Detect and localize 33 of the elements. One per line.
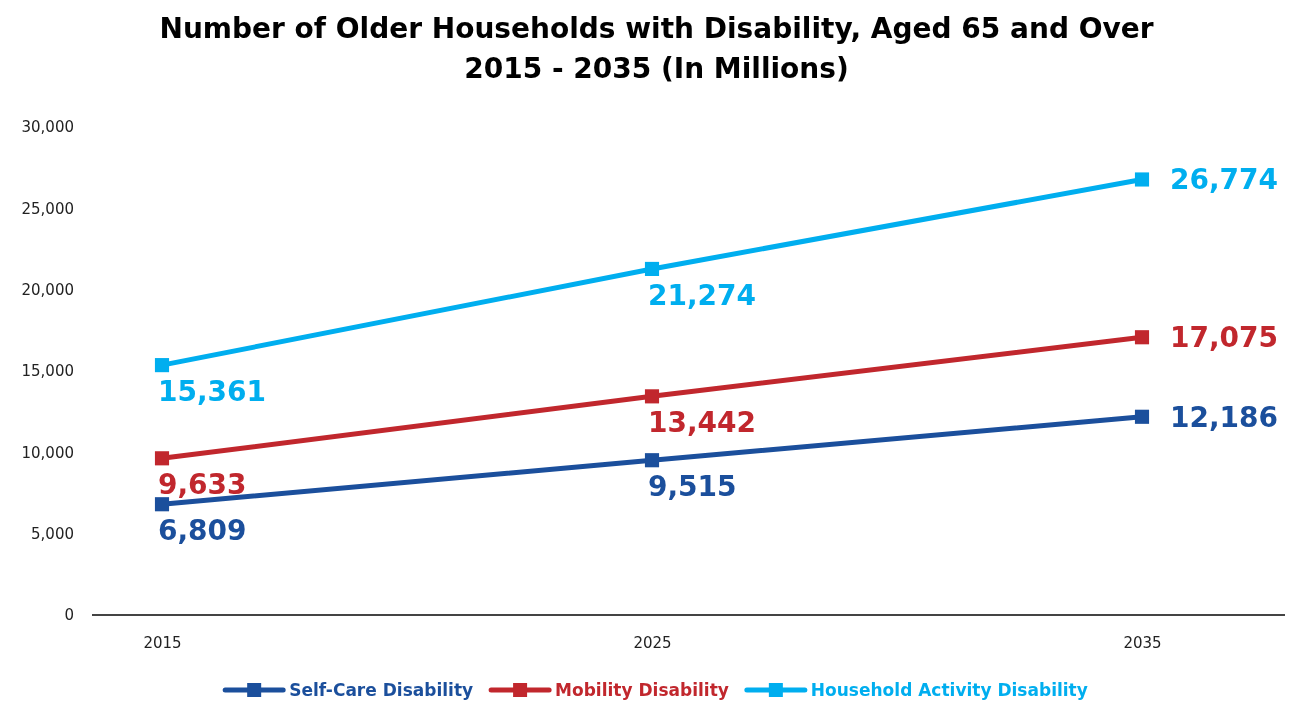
legend-label: Mobility Disability <box>555 680 729 700</box>
data-label: 15,361 <box>158 375 267 409</box>
data-label: 6,809 <box>158 514 247 548</box>
x-tick-label: 2035 <box>1123 633 1162 652</box>
data-label: 17,075 <box>1170 321 1279 355</box>
data-label: 21,274 <box>648 278 757 312</box>
data-label: 13,442 <box>648 406 757 440</box>
x-tick-label: 2025 <box>633 633 672 652</box>
point <box>154 451 170 466</box>
point <box>644 389 660 404</box>
y-tick-label: 25,000 <box>21 199 74 218</box>
point <box>1134 409 1150 424</box>
y-tick-label: 15,000 <box>21 362 74 381</box>
data-label: 12,186 <box>1170 400 1279 434</box>
point <box>1134 330 1150 345</box>
data-label: 26,774 <box>1170 163 1279 197</box>
point <box>644 453 660 468</box>
y-tick-label: 10,000 <box>21 443 74 462</box>
point <box>644 261 660 277</box>
data-label: 9,515 <box>648 470 737 504</box>
legend-label: Household Activity Disability <box>810 680 1088 700</box>
point <box>1134 172 1150 187</box>
point <box>154 497 170 512</box>
chart-subtitle: 2015 - 2035 (In Millions) <box>464 52 849 85</box>
y-tick-label: 0 <box>64 606 74 625</box>
y-tick-label: 5,000 <box>31 524 74 543</box>
legend-label: Self-Care Disability <box>289 680 474 700</box>
x-tick-label: 2015 <box>143 633 182 652</box>
chart-title: Number of Older Households with Disability, Aged 65 and Over <box>159 12 1154 45</box>
point <box>154 358 170 373</box>
y-tick-label: 20,000 <box>21 280 74 299</box>
data-label: 9,633 <box>158 468 247 502</box>
y-tick-label: 30,000 <box>21 118 74 137</box>
